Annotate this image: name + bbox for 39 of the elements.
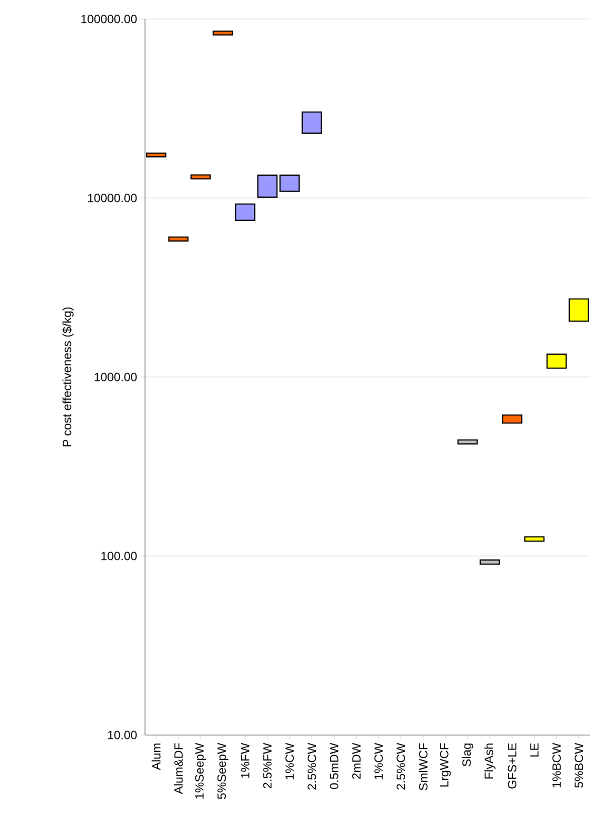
- bar: [480, 559, 500, 565]
- y-axis-title: P cost effectiveness ($/kg): [62, 308, 74, 446]
- x-tick-label: 2mDW: [352, 742, 360, 779]
- x-tick-label: 1%SeepW: [195, 742, 206, 799]
- x-tick-label: 1%CW: [374, 742, 383, 780]
- bar: [168, 236, 188, 242]
- x-tick-label: 2.5%CW: [308, 742, 316, 790]
- x-tick-label: FlyAsh: [484, 744, 496, 778]
- bar: [234, 203, 256, 221]
- x-tick-label: LrgWCF: [440, 743, 451, 786]
- bar: [524, 536, 544, 542]
- bar: [568, 298, 589, 322]
- x-tick-label: 1%CW: [285, 742, 294, 780]
- y-tick-label: 1000.00: [94, 372, 137, 382]
- bar: [546, 354, 567, 369]
- y-tick-label: 100.00: [101, 552, 137, 560]
- x-tick-label: Alum&DF: [174, 743, 183, 794]
- x-tick-label: 5%BCW: [574, 742, 584, 788]
- y-tick-label: 100000.00: [81, 14, 137, 24]
- x-tick-label: GFS+LE: [508, 743, 516, 789]
- y-tick-label: 10.00: [108, 730, 137, 740]
- bar: [279, 174, 300, 192]
- bar: [302, 111, 322, 134]
- bar: [190, 174, 211, 180]
- x-tick-label: Slag: [462, 744, 474, 766]
- x-tick-label: SmlWCF: [418, 743, 428, 790]
- x-tick-label: 1%BCW: [552, 742, 561, 788]
- bar: [212, 30, 233, 36]
- y-tick-label: 10000.00: [88, 194, 137, 202]
- x-tick-label: Alum: [152, 744, 160, 770]
- bar: [257, 174, 278, 198]
- x-tick-label: 5%SeepW: [217, 742, 228, 799]
- x-tick-label: LE: [530, 743, 538, 756]
- x-tick-label: 1%FW: [240, 742, 250, 778]
- x-tick-label: 2.5%FW: [263, 742, 272, 788]
- bar: [457, 439, 478, 444]
- bar: [502, 414, 522, 424]
- x-tick-label: 0.5mDW: [330, 742, 338, 789]
- x-tick-label: 2.5%CW: [396, 742, 406, 790]
